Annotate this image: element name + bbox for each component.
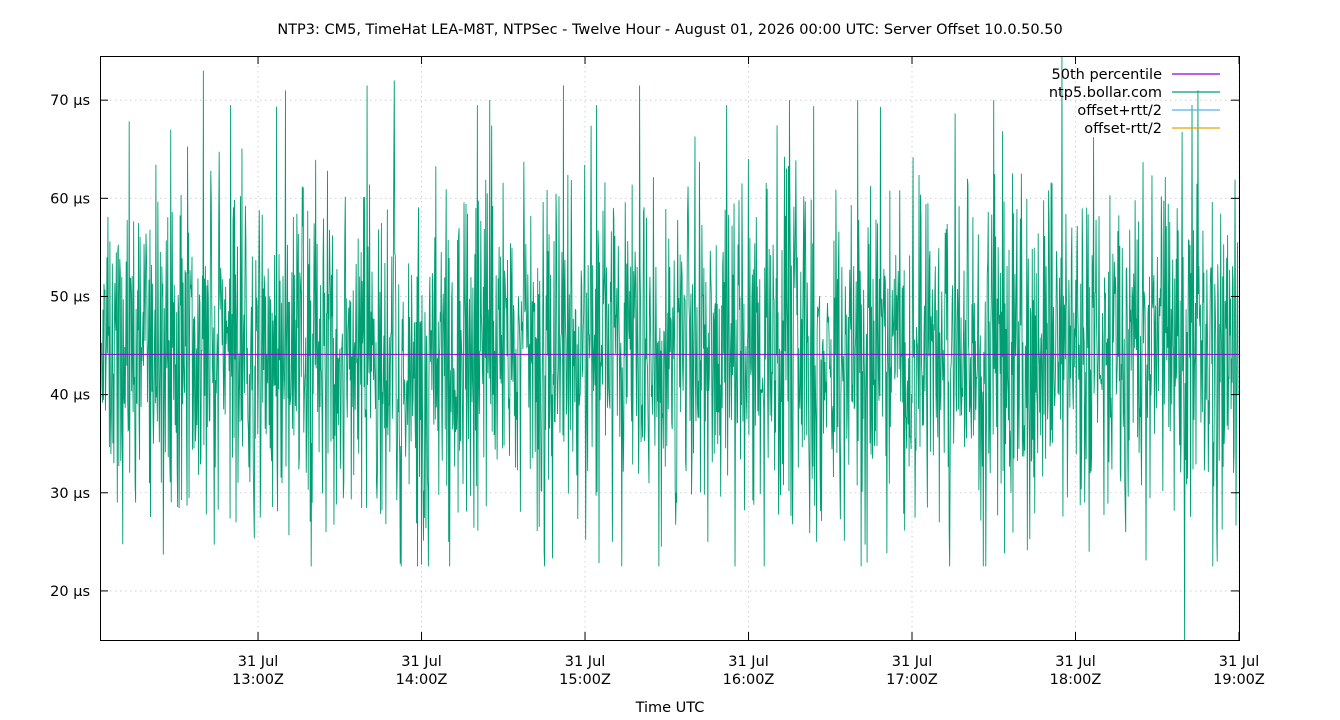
x-tick-date: 31 Jul xyxy=(401,654,442,670)
x-tick-date: 31 Jul xyxy=(892,654,933,670)
x-tick-date: 31 Jul xyxy=(1055,654,1096,670)
x-tick-date: 31 Jul xyxy=(565,654,606,670)
x-tick-time: 13:00Z xyxy=(232,672,284,688)
series-line-ntp5 xyxy=(100,55,1239,641)
x-tick-date: 31 Jul xyxy=(1219,654,1260,670)
x-tick-time: 15:00Z xyxy=(559,672,611,688)
legend-label: 50th percentile xyxy=(1052,67,1163,83)
legend: 50th percentile ntp5.bollar.com offset+rtt… xyxy=(1049,67,1220,137)
y-tick-label: 50 µs xyxy=(50,289,90,305)
x-axis: 31 Jul 13:00Z 31 Jul 14:00Z 31 Jul 15:00Z 31 J… xyxy=(232,56,1265,688)
x-tick-time: 19:00Z xyxy=(1213,672,1265,688)
y-tick-label: 20 µs xyxy=(50,584,90,600)
x-tick-date: 31 Jul xyxy=(238,654,279,670)
x-tick-time: 17:00Z xyxy=(886,672,938,688)
chart-title: NTP3: CM5, TimeHat LEA-M8T, NTPSec - Twe… xyxy=(277,22,1062,38)
y-tick-label: 60 µs xyxy=(50,191,90,207)
series-layer xyxy=(100,55,1239,641)
legend-label: offset+rtt/2 xyxy=(1077,103,1162,119)
x-axis-label: Time UTC xyxy=(635,700,705,716)
plot-frame xyxy=(100,56,1240,641)
legend-label: ntp5.bollar.com xyxy=(1049,85,1162,101)
y-tick-label: 30 µs xyxy=(50,486,90,502)
legend-label: offset-rtt/2 xyxy=(1084,121,1162,137)
y-tick-label: 40 µs xyxy=(50,388,90,404)
x-tick-time: 16:00Z xyxy=(723,672,775,688)
y-axis: 20 µs 30 µs 40 µs 50 µs 60 µs 70 µs xyxy=(50,93,1239,600)
x-tick-time: 14:00Z xyxy=(396,672,448,688)
x-tick-date: 31 Jul xyxy=(728,654,769,670)
x-tick-time: 18:00Z xyxy=(1050,672,1102,688)
y-tick-label: 70 µs xyxy=(50,93,90,109)
